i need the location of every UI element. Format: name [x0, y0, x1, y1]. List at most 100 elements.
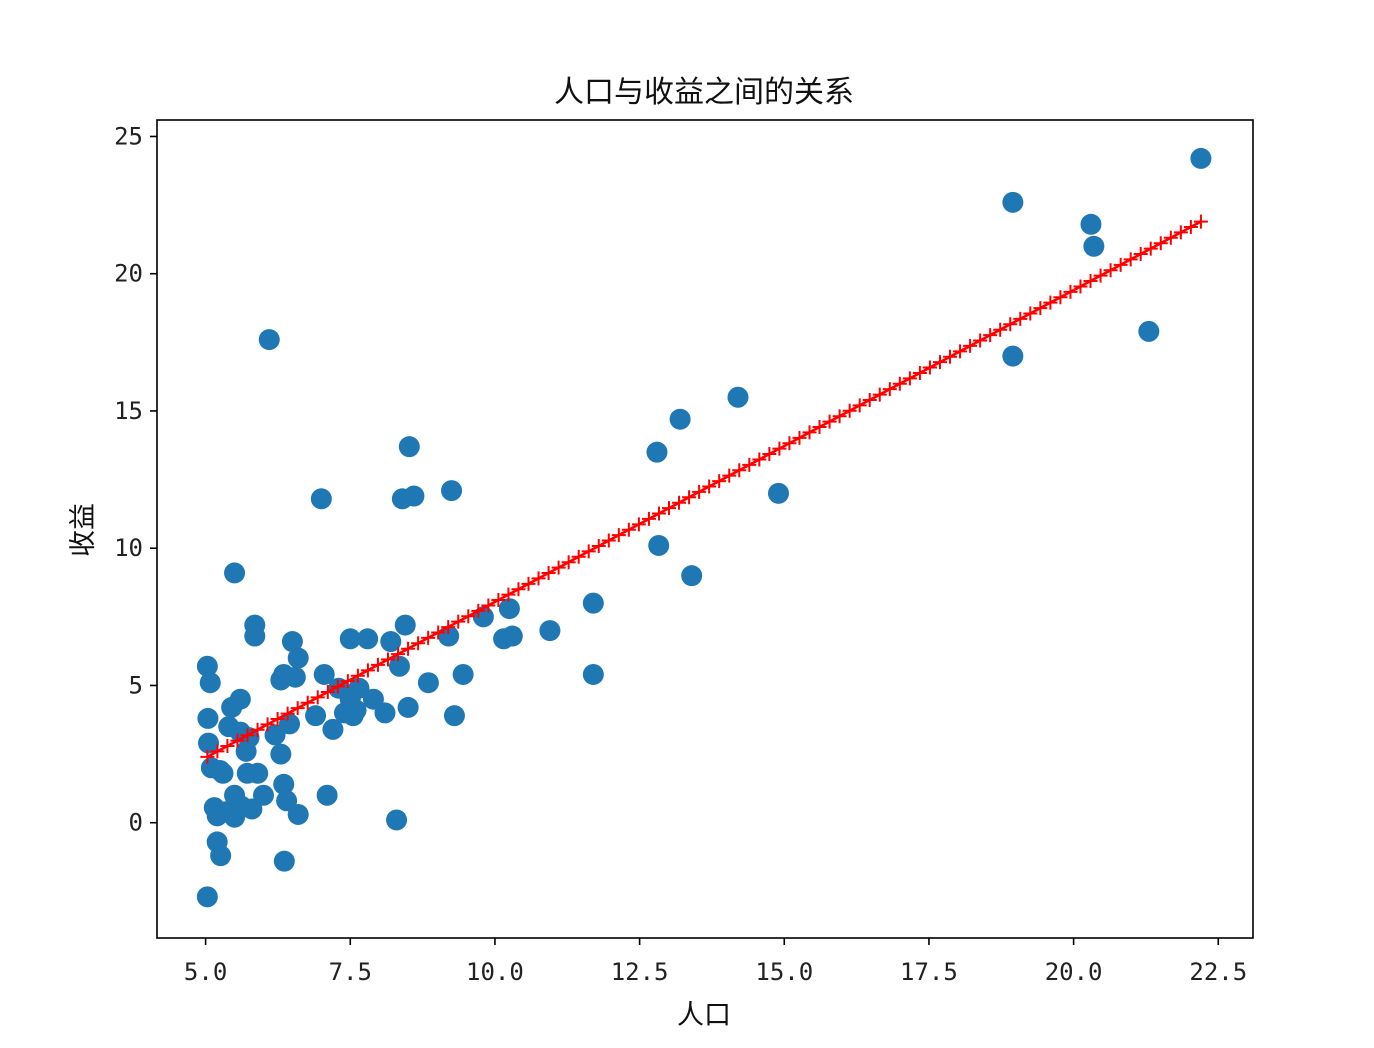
- x-tick-label: 22.5: [1189, 958, 1247, 986]
- fit-marker-98: [1183, 219, 1198, 234]
- fit-marker-95: [1153, 236, 1168, 251]
- data-point-28: [252, 784, 274, 806]
- fit-marker-10: [300, 695, 315, 710]
- x-tick-label: 7.5: [329, 958, 372, 986]
- x-axis-label: 人口: [677, 1000, 731, 1031]
- data-point-63: [398, 436, 420, 458]
- data-point-2: [197, 707, 219, 729]
- data-point-27: [247, 762, 269, 784]
- y-tick-label: 0: [129, 809, 143, 837]
- data-point-74: [539, 620, 561, 642]
- fit-marker-71: [912, 365, 927, 380]
- fit-marker-76: [963, 338, 978, 353]
- fit-marker-73: [932, 355, 947, 370]
- fit-marker-40: [601, 533, 616, 548]
- fit-marker-70: [902, 371, 917, 386]
- fit-marker-33: [531, 571, 546, 586]
- data-point-39: [284, 666, 306, 688]
- fit-marker-66: [862, 392, 877, 407]
- data-point-81: [727, 386, 749, 408]
- y-tick-label: 5: [129, 671, 143, 699]
- fit-marker-92: [1123, 252, 1138, 267]
- fit-marker-87: [1073, 279, 1088, 294]
- data-point-18: [229, 688, 251, 710]
- fit-marker-27: [471, 603, 486, 618]
- data-point-36: [273, 850, 295, 872]
- fit-marker-23: [431, 625, 446, 640]
- fit-marker-45: [651, 506, 666, 521]
- fit-marker-46: [662, 501, 677, 516]
- fit-marker-69: [892, 376, 907, 391]
- fit-marker-31: [511, 582, 526, 597]
- data-point-69: [452, 663, 474, 685]
- fit-marker-85: [1053, 290, 1068, 305]
- fit-marker-18: [380, 652, 395, 667]
- fit-marker-81: [1013, 311, 1028, 326]
- data-point-58: [386, 809, 408, 831]
- fit-marker-49: [692, 484, 707, 499]
- fit-marker-74: [943, 349, 958, 364]
- fit-marker-65: [852, 398, 867, 413]
- data-point-73: [501, 625, 523, 647]
- fit-marker-30: [501, 587, 516, 602]
- data-point-67: [441, 480, 463, 502]
- fit-marker-41: [611, 528, 626, 543]
- data-point-40: [287, 647, 309, 669]
- y-axis: 0 5 10 15 20 25: [114, 122, 157, 837]
- fit-marker-36: [561, 555, 576, 570]
- fit-marker-13: [330, 679, 345, 694]
- plot-frame: [156, 119, 1254, 939]
- fit-marker-43: [631, 517, 646, 532]
- fit-marker-52: [722, 468, 737, 483]
- fit-marker-24: [441, 620, 456, 635]
- fit-marker-29: [491, 593, 506, 608]
- fit-marker-62: [822, 414, 837, 429]
- data-point-55: [362, 688, 384, 710]
- fit-marker-44: [641, 511, 656, 526]
- data-point-34: [273, 773, 295, 795]
- fit-marker-2: [220, 739, 235, 754]
- fit-marker-6: [260, 717, 275, 732]
- fit-marker-11: [310, 690, 325, 705]
- fit-marker-86: [1063, 284, 1078, 299]
- fit-marker-91: [1113, 257, 1128, 272]
- data-point-9: [210, 845, 232, 867]
- data-point-75: [582, 592, 604, 614]
- data-point-62: [397, 696, 419, 718]
- fit-marker-77: [973, 333, 988, 348]
- fit-marker-68: [882, 382, 897, 397]
- fit-marker-60: [802, 425, 817, 440]
- data-point-15: [224, 562, 246, 584]
- data-point-10: [196, 886, 218, 908]
- x-tick-label: 10.0: [466, 958, 524, 986]
- fit-marker-93: [1133, 247, 1148, 262]
- y-axis-label: 收益: [68, 503, 99, 557]
- fit-marker-50: [702, 479, 717, 494]
- data-point-76: [582, 663, 604, 685]
- fit-marker-8: [280, 706, 295, 721]
- data-point-87: [1138, 320, 1160, 342]
- x-tick-label: 20.0: [1045, 958, 1103, 986]
- data-point-54: [357, 628, 379, 650]
- fit-marker-75: [953, 344, 968, 359]
- data-point-52: [345, 699, 367, 721]
- data-point-77: [646, 441, 668, 463]
- fit-marker-56: [762, 447, 777, 462]
- fit-marker-38: [581, 544, 596, 559]
- fit-marker-35: [551, 560, 566, 575]
- fit-marker-5: [250, 722, 265, 737]
- y-tick-label: 20: [114, 260, 143, 288]
- fit-marker-59: [792, 430, 807, 445]
- fit-marker-7: [270, 711, 285, 726]
- data-point-79: [669, 408, 691, 430]
- fit-marker-9: [290, 701, 305, 716]
- data-point-24: [241, 798, 263, 820]
- fit-marker-42: [621, 522, 636, 537]
- data-point-49: [339, 628, 361, 650]
- x-tick-label: 15.0: [755, 958, 813, 986]
- data-point-44: [313, 663, 335, 685]
- fit-marker-61: [812, 420, 827, 435]
- data-point-80: [681, 565, 703, 587]
- data-point-61: [394, 614, 416, 636]
